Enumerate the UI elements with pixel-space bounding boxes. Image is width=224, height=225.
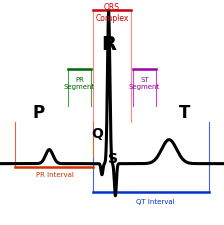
- Text: S: S: [108, 152, 118, 166]
- Text: P: P: [32, 104, 44, 122]
- Text: QT Interval: QT Interval: [136, 199, 175, 205]
- Text: QRS
Complex: QRS Complex: [95, 3, 129, 23]
- Text: PR Interval: PR Interval: [36, 172, 74, 178]
- Text: T: T: [179, 104, 190, 122]
- Text: Q: Q: [91, 127, 103, 141]
- Text: R: R: [101, 36, 116, 54]
- Text: PR
Segment: PR Segment: [64, 76, 95, 90]
- Text: ST
Segment: ST Segment: [129, 76, 160, 90]
